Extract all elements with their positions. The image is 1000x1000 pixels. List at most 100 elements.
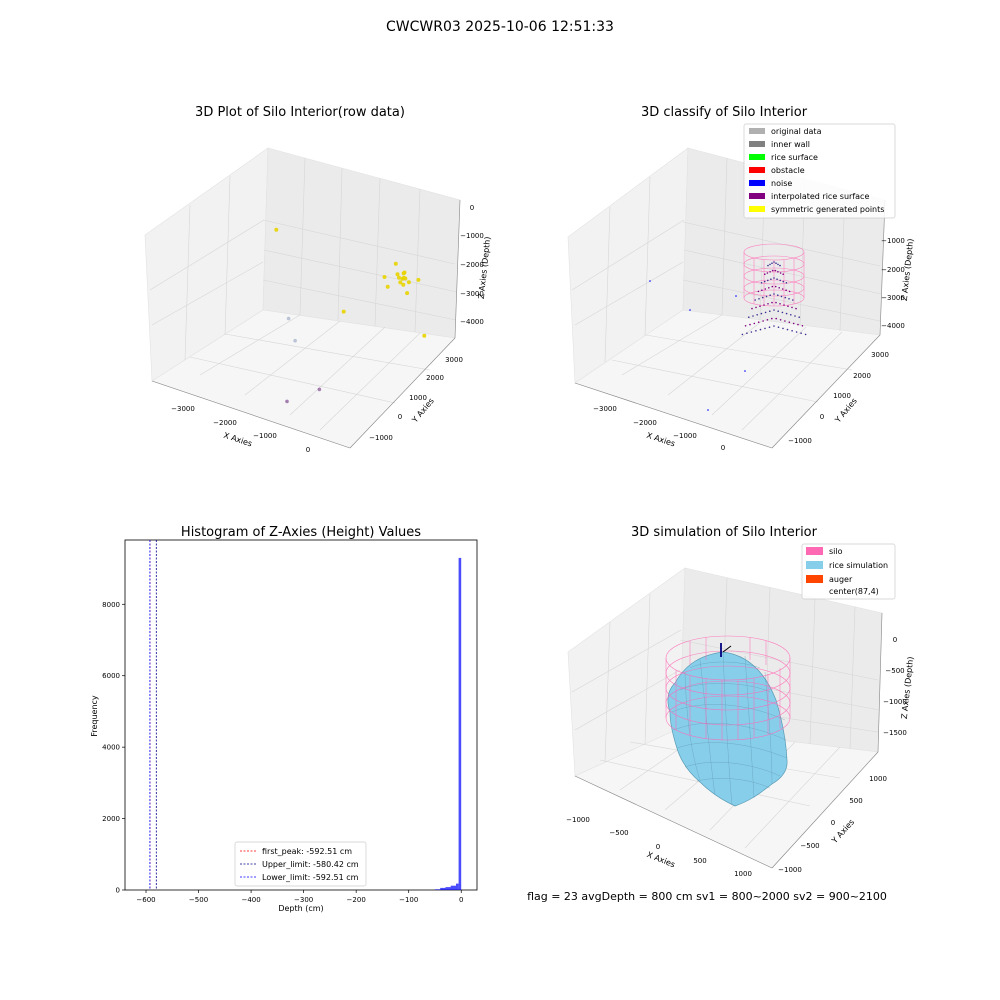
raw-point <box>293 338 297 343</box>
classify-point <box>773 325 775 327</box>
classify-point <box>782 327 784 330</box>
hist-ylabel: Frequency <box>90 695 99 737</box>
classify-point <box>781 311 784 314</box>
classify-point <box>756 314 758 316</box>
classify-point <box>777 310 779 313</box>
classify-dots <box>649 261 807 411</box>
legend-label: Lower_limit: -592.51 cm <box>262 873 359 882</box>
hist-y-ticks: 0 2000 4000 6000 8000 <box>102 601 125 895</box>
legend-label: rice simulation <box>829 561 888 570</box>
noise-point <box>744 370 746 372</box>
legend-label: first_peak: -592.51 cm <box>262 847 352 856</box>
classify-legend: original data inner wall rice surface ob… <box>743 123 896 219</box>
noise-point <box>689 309 691 311</box>
figure-title: CWCWR03 2025-10-06 12:51:33 <box>386 19 614 35</box>
z-tick: −4000 <box>460 318 484 326</box>
panel-sim-ticks: −1000 −500 0 500 1000 −1000 −500 0 500 1… <box>566 636 907 878</box>
classify-point <box>766 319 769 321</box>
x-tick: −3000 <box>593 405 617 413</box>
raw-point <box>397 275 401 280</box>
legend-swatch <box>806 561 823 569</box>
legend-item: center(87,4) <box>829 587 879 596</box>
legend-item: rice simulation <box>806 561 888 570</box>
y-tick: 3000 <box>445 356 463 364</box>
classify-point <box>795 307 797 310</box>
legend-item: silo <box>806 547 843 556</box>
classify-point <box>763 304 765 306</box>
x-tick: −1000 <box>566 816 590 824</box>
y-tick: 1000 <box>833 392 851 400</box>
classify-point <box>777 294 779 297</box>
classify-point <box>757 321 760 324</box>
classify-point <box>774 285 777 288</box>
classify-point <box>782 280 785 283</box>
hist-vlines <box>149 540 157 890</box>
hist-bar <box>456 883 459 890</box>
y-tick-label: 0 <box>116 887 120 895</box>
z-tick: −3000 <box>460 290 484 298</box>
classify-point <box>771 269 774 272</box>
classify-point <box>792 322 795 325</box>
legend-item: noise <box>749 179 792 188</box>
panel-raw-ticks: −3000 −2000 −1000 0 −1000 0 1000 2000 30… <box>171 204 484 454</box>
legend-swatch <box>806 547 823 555</box>
classify-point <box>788 290 791 293</box>
sim-silo-cylinder <box>665 635 791 741</box>
y-tick-label: 6000 <box>102 672 120 680</box>
raw-point <box>406 280 411 285</box>
classify-point <box>757 290 760 293</box>
classify-point <box>754 299 756 301</box>
classify-point <box>761 289 763 292</box>
classify-point <box>779 303 781 305</box>
legend-item: interpolated rice surface <box>749 192 869 201</box>
legend-item: Upper_limit: -580.42 cm <box>240 860 359 869</box>
x-tick-label: −200 <box>347 896 366 904</box>
classify-point <box>764 273 766 276</box>
y-tick: −1000 <box>369 434 393 442</box>
hist-legend: first_peak: -592.51 cm Upper_limit: -580… <box>234 841 367 887</box>
raw-point <box>385 284 390 289</box>
y-tick: −1000 <box>778 866 802 874</box>
classify-point <box>755 330 757 332</box>
hist-xlabel: Depth (cm) <box>278 904 323 913</box>
y-tick: −500 <box>800 842 819 850</box>
classify-point <box>795 331 798 333</box>
classify-point <box>750 331 753 333</box>
y-tick: 3000 <box>871 351 889 359</box>
y-tick: 0 <box>398 413 402 421</box>
x-tick-label: −300 <box>294 896 313 904</box>
x-tick: −3000 <box>171 405 195 413</box>
hist-bars <box>435 557 462 890</box>
panel-raw-zlabel: Z Axies (Depth) <box>477 236 493 299</box>
classify-point <box>774 269 777 272</box>
classify-point <box>790 314 792 316</box>
panel-sim-zlabel: Z Axies (Depth) <box>900 656 916 719</box>
classify-point <box>771 301 773 304</box>
classify-point <box>764 327 766 330</box>
classify-point <box>760 312 763 315</box>
legend-swatch <box>806 575 823 583</box>
panel-hist-title: Histogram of Z-Axies (Height) Values <box>181 525 421 540</box>
classify-point <box>791 330 793 332</box>
z-tick: −1000 <box>883 698 907 706</box>
classify-point <box>767 279 769 282</box>
legend-swatch <box>749 193 765 199</box>
hist-bar <box>450 885 456 890</box>
classify-point <box>767 264 769 267</box>
raw-point <box>382 275 387 279</box>
classify-point <box>762 320 764 322</box>
classify-point <box>759 305 761 308</box>
x-tick: −500 <box>609 829 628 837</box>
classify-point <box>759 328 762 331</box>
x-tick-label: −100 <box>399 896 418 904</box>
classify-point <box>763 280 766 283</box>
legend-item: obstacle <box>749 166 805 175</box>
y-tick: 500 <box>849 797 862 805</box>
classify-point <box>768 287 770 289</box>
z-tick: 0 <box>470 204 474 212</box>
z-tick: −3000 <box>881 294 905 302</box>
classify-point <box>775 301 777 304</box>
panel-raw-xlabel: X Axies <box>222 431 253 449</box>
classify-point <box>785 282 788 284</box>
